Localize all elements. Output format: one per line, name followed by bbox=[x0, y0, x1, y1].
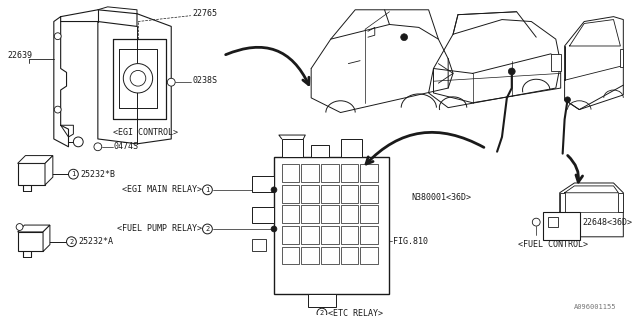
Bar bbox=[282, 185, 300, 203]
Text: <FUEL PUMP RELAY>: <FUEL PUMP RELAY> bbox=[116, 224, 202, 234]
Bar bbox=[252, 239, 266, 251]
Circle shape bbox=[271, 226, 277, 232]
Text: 0474S: 0474S bbox=[113, 142, 138, 151]
Text: <EGI MAIN RELAY>: <EGI MAIN RELAY> bbox=[122, 185, 202, 194]
Bar bbox=[252, 207, 274, 223]
Circle shape bbox=[401, 34, 408, 41]
Polygon shape bbox=[18, 156, 53, 164]
Bar bbox=[18, 164, 45, 185]
Polygon shape bbox=[43, 225, 50, 252]
Circle shape bbox=[532, 218, 540, 226]
Bar bbox=[301, 205, 319, 223]
Text: FIG.810: FIG.810 bbox=[394, 237, 428, 246]
Bar bbox=[301, 226, 319, 244]
Bar bbox=[543, 212, 580, 240]
FancyArrowPatch shape bbox=[366, 132, 484, 164]
Bar bbox=[252, 176, 274, 192]
Bar bbox=[282, 139, 303, 156]
Bar bbox=[282, 164, 300, 182]
Bar bbox=[360, 247, 378, 264]
Circle shape bbox=[94, 143, 102, 151]
Bar bbox=[551, 54, 561, 71]
Bar bbox=[340, 139, 362, 156]
Bar bbox=[548, 217, 557, 227]
Bar bbox=[321, 247, 339, 264]
Bar bbox=[321, 205, 339, 223]
Circle shape bbox=[202, 224, 212, 234]
Text: N380001<36D>: N380001<36D> bbox=[411, 193, 471, 202]
Bar bbox=[340, 164, 358, 182]
Circle shape bbox=[74, 137, 83, 147]
Text: <EGI CONTROL>: <EGI CONTROL> bbox=[113, 128, 177, 137]
Text: 22639: 22639 bbox=[8, 51, 33, 60]
Bar bbox=[360, 205, 378, 223]
Circle shape bbox=[67, 237, 76, 247]
Text: 22765: 22765 bbox=[193, 9, 218, 18]
Text: 25232*B: 25232*B bbox=[80, 170, 115, 179]
Bar bbox=[301, 185, 319, 203]
Bar bbox=[311, 145, 329, 156]
Bar bbox=[321, 185, 339, 203]
Bar bbox=[18, 232, 43, 252]
Bar bbox=[274, 156, 390, 293]
Text: 1: 1 bbox=[71, 171, 76, 177]
Text: 1: 1 bbox=[205, 187, 209, 193]
Polygon shape bbox=[45, 156, 53, 185]
Text: <ETC RELAY>: <ETC RELAY> bbox=[328, 308, 383, 318]
FancyArrowPatch shape bbox=[226, 47, 309, 85]
Text: 2: 2 bbox=[69, 239, 74, 245]
Bar bbox=[321, 226, 339, 244]
Circle shape bbox=[124, 64, 153, 93]
Circle shape bbox=[564, 97, 570, 103]
Text: 25232*A: 25232*A bbox=[78, 237, 113, 246]
Circle shape bbox=[202, 185, 212, 195]
Bar bbox=[340, 205, 358, 223]
Text: 0238S: 0238S bbox=[193, 76, 218, 85]
Bar bbox=[360, 185, 378, 203]
Bar bbox=[301, 247, 319, 264]
Bar bbox=[360, 164, 378, 182]
Bar bbox=[301, 164, 319, 182]
Bar bbox=[321, 164, 339, 182]
Bar bbox=[340, 185, 358, 203]
Bar bbox=[282, 226, 300, 244]
Circle shape bbox=[167, 78, 175, 86]
Circle shape bbox=[508, 68, 515, 75]
Bar bbox=[618, 193, 623, 212]
Circle shape bbox=[16, 224, 23, 230]
Circle shape bbox=[271, 187, 277, 193]
Bar bbox=[560, 193, 564, 212]
Text: 2: 2 bbox=[205, 226, 209, 232]
Bar bbox=[340, 226, 358, 244]
Bar bbox=[308, 293, 335, 307]
Bar bbox=[282, 247, 300, 264]
Bar bbox=[360, 226, 378, 244]
Bar bbox=[340, 247, 358, 264]
Polygon shape bbox=[18, 225, 50, 232]
FancyArrowPatch shape bbox=[568, 156, 582, 182]
Text: 22648<36D>: 22648<36D> bbox=[582, 218, 632, 227]
Circle shape bbox=[68, 169, 78, 179]
Circle shape bbox=[130, 70, 146, 86]
Circle shape bbox=[317, 308, 327, 318]
Text: 2: 2 bbox=[320, 310, 324, 316]
Text: <FUEL CONTROL>: <FUEL CONTROL> bbox=[518, 240, 588, 249]
Bar bbox=[282, 205, 300, 223]
Text: A096001155: A096001155 bbox=[574, 304, 616, 310]
Circle shape bbox=[54, 33, 61, 40]
Circle shape bbox=[54, 106, 61, 113]
Bar bbox=[620, 49, 623, 67]
